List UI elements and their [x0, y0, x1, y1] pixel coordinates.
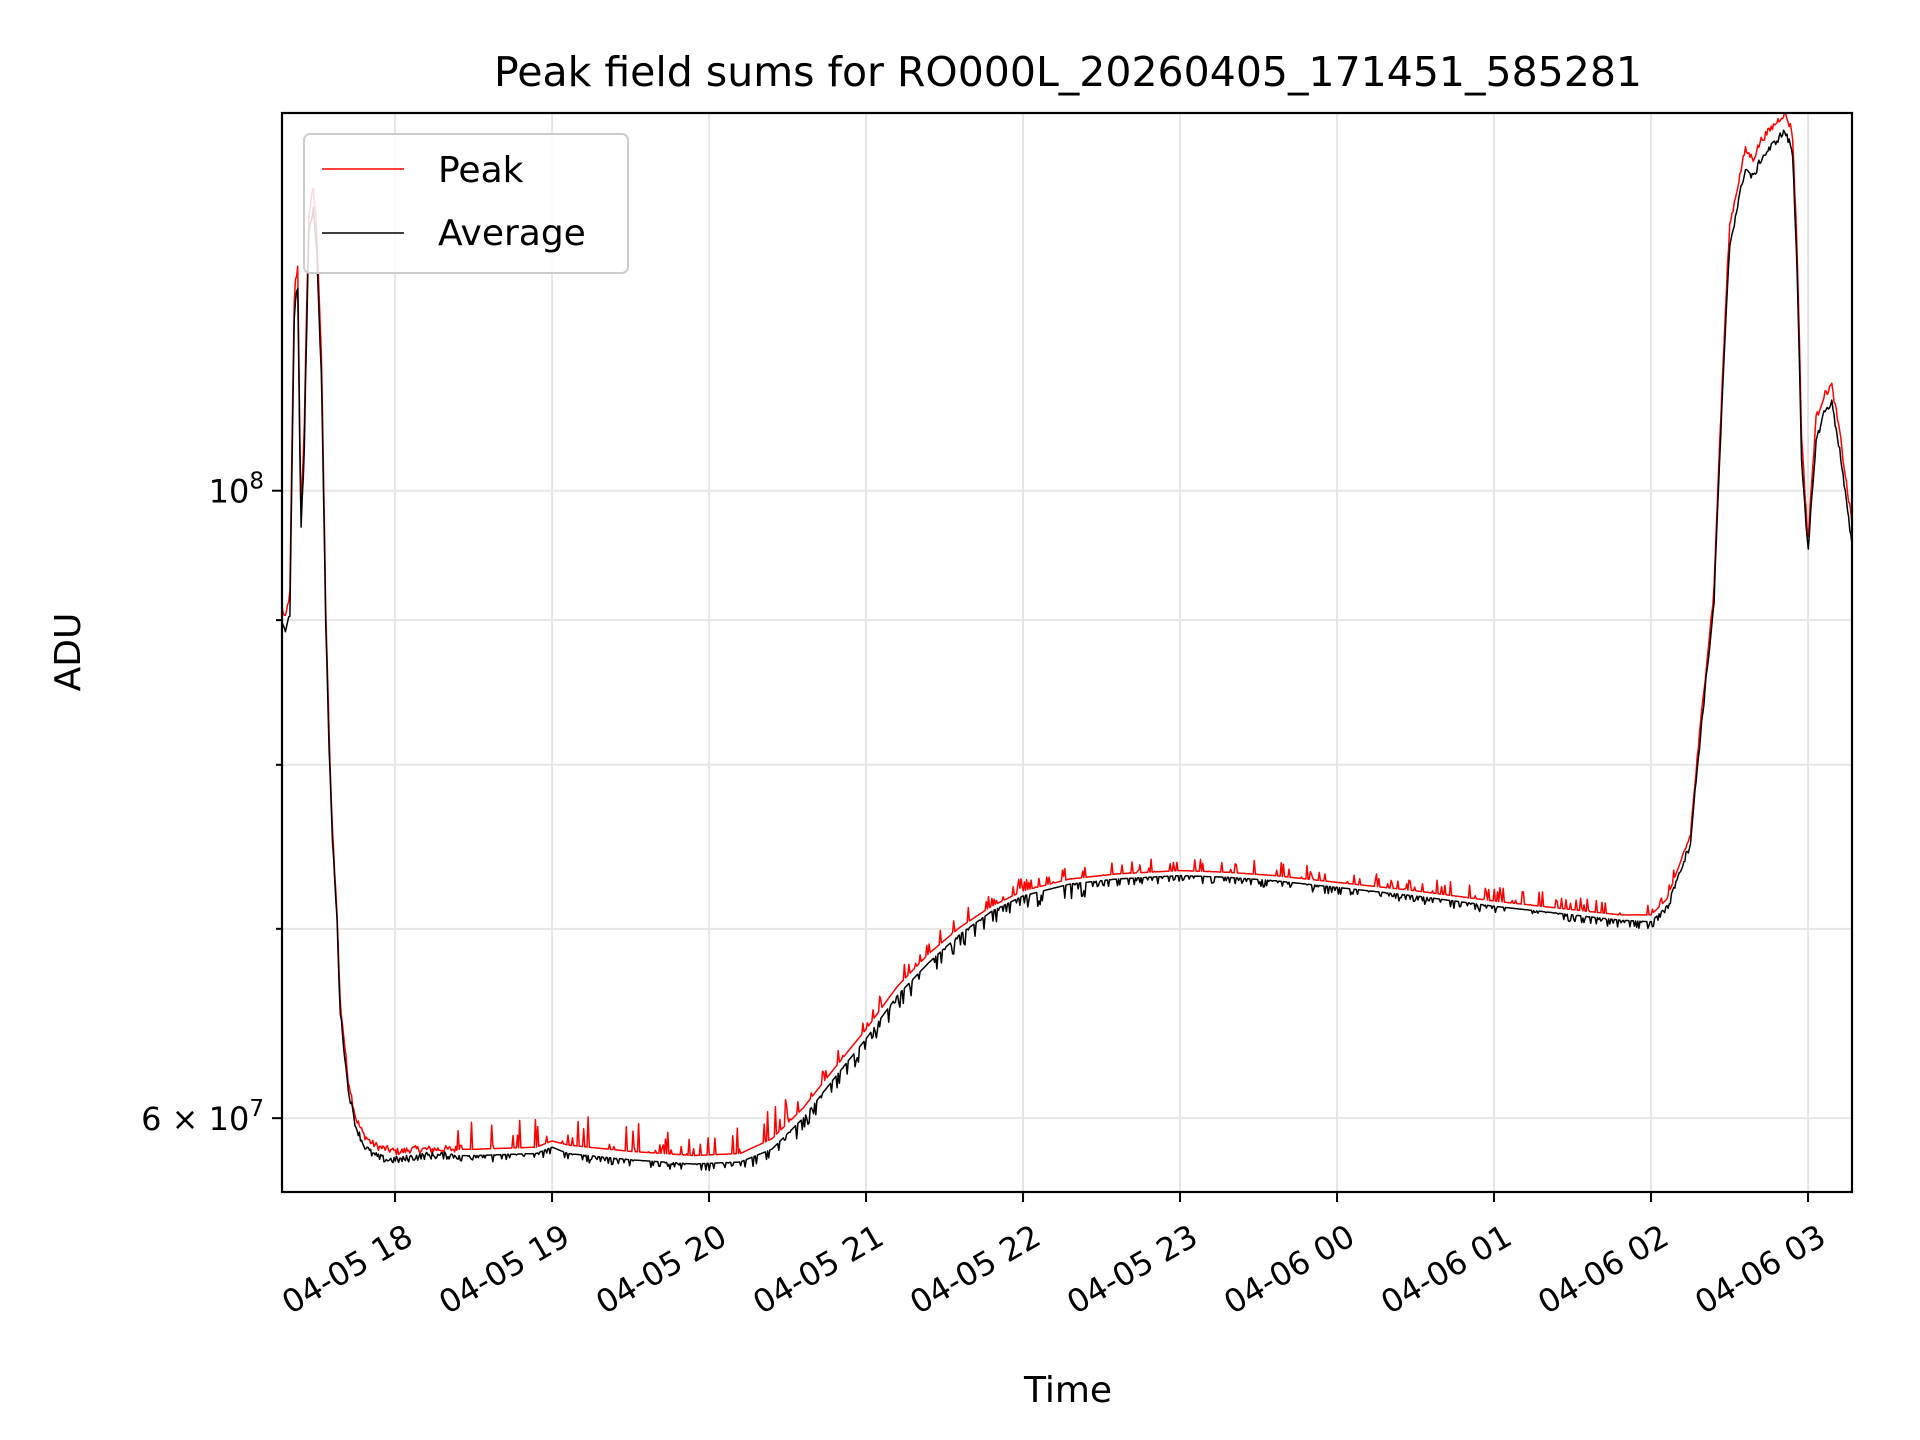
legend-label-peak: Peak: [438, 150, 524, 191]
grid: [282, 113, 1852, 1192]
chart-title: Peak field sums for RO000L_20260405_1714…: [494, 48, 1642, 96]
y-axis: 108 6 × 107: [141, 469, 282, 1138]
plot-lines: [282, 113, 1852, 1172]
x-axis-label: Time: [1023, 1370, 1112, 1411]
plot-frame: [280, 111, 1854, 1194]
y-tick-label: 6 × 107: [141, 1096, 264, 1138]
legend: Peak Average: [303, 133, 629, 274]
legend-label-average: Average: [438, 213, 586, 254]
y-tick-label: 108: [209, 469, 264, 511]
series-line-peak: [282, 113, 1852, 1157]
y-axis-label: ADU: [48, 613, 89, 692]
series-line-average: [282, 129, 1852, 1172]
